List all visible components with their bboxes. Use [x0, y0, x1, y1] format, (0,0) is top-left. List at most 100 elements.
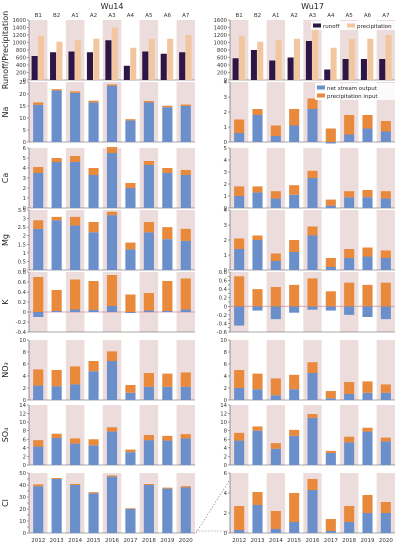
y-tick-label: 4 — [224, 374, 228, 380]
bar-net-stream-output — [289, 389, 300, 400]
bar-runoff — [342, 59, 349, 80]
bar-net-stream-output — [51, 386, 62, 400]
bar-net-stream-output — [362, 306, 373, 317]
bar-net-stream-output — [380, 258, 391, 270]
season-label: A1 — [272, 13, 279, 19]
bar-net-stream-output — [362, 513, 373, 533]
bar-precipitation-input — [70, 438, 81, 444]
season-label: B1 — [35, 13, 42, 19]
bar-net-stream-output — [51, 311, 62, 312]
bar-net-stream-output — [70, 92, 81, 142]
bar-net-stream-output — [252, 192, 263, 208]
y-tick-label: 3.5 — [18, 208, 26, 214]
y-tick-label: 0 — [224, 304, 228, 310]
y-tick-label: 2 — [23, 454, 26, 460]
bar-runoff — [105, 40, 112, 80]
bar-net-stream-output — [162, 239, 173, 270]
y-tick-label: 5 — [23, 156, 26, 162]
y-tick-label: 1200 — [13, 33, 27, 39]
bar-runoff — [250, 50, 257, 80]
bar-net-stream-output — [380, 392, 391, 400]
bar-precipitation-input — [125, 294, 136, 312]
panel-4-0: -0.4 -0.2 0 0.2 0.4 0.6 0.8 — [16, 270, 195, 336]
bar-net-stream-output — [180, 175, 191, 208]
bar-net-stream-output — [344, 258, 355, 270]
bar-precipitation-input — [106, 275, 118, 306]
y-tick-label: 0 — [23, 140, 27, 146]
bar-net-stream-output — [51, 479, 62, 533]
y-tick-label: 3 — [224, 223, 227, 229]
bar-net-stream-output — [325, 267, 336, 270]
scale-connector-line — [195, 480, 230, 534]
bar-precipitation-input — [125, 119, 136, 121]
y-tick-label: 4 — [23, 374, 27, 380]
bar-precipitation-input — [234, 186, 245, 196]
bar-precipitation-input — [380, 384, 391, 393]
bar-net-stream-output — [234, 306, 245, 326]
bar-net-stream-output — [270, 306, 281, 320]
year-label: 2013 — [50, 538, 64, 544]
y-tick-label: 4 — [224, 208, 228, 214]
bar-precipitation-input — [143, 161, 154, 165]
bar-precipitation-input — [162, 373, 173, 387]
bar-net-stream-output — [307, 306, 318, 310]
bar-precipitation-input — [380, 191, 391, 199]
bar-precipitation-input — [88, 281, 99, 310]
bar-precipitation — [367, 38, 374, 80]
y-tick-label: 0 — [224, 531, 228, 537]
bar-net-stream-output — [180, 386, 191, 400]
bar-precipitation-input — [252, 289, 263, 307]
bar-precipitation-input — [70, 156, 81, 162]
y-tick-label: 3 — [23, 176, 26, 182]
bar-precipitation — [74, 40, 81, 80]
bar-net-stream-output — [344, 442, 355, 465]
bar-precipitation-input — [88, 492, 99, 494]
bar-net-stream-output — [270, 136, 281, 142]
bar-net-stream-output — [51, 90, 62, 142]
bar-net-stream-output — [162, 386, 173, 400]
bar-net-stream-output — [325, 205, 336, 208]
y-tick-label: 1600 — [13, 18, 27, 24]
y-tick-label: 0 — [23, 531, 27, 537]
season-label: A3 — [108, 13, 116, 19]
bar-precipitation-input — [143, 293, 154, 311]
panel-3-0: 0 0.5 1 1.5 2 2.5 3 3.5 — [18, 208, 195, 274]
y-tick-label: 12 — [19, 412, 26, 418]
bar-precipitation-input — [307, 98, 318, 109]
bar-net-stream-output — [380, 131, 391, 142]
bar-precipitation-input — [270, 378, 281, 396]
bar-precipitation-input — [234, 370, 245, 388]
row-label-7: Cl — [1, 499, 10, 507]
bar-precipitation-input — [380, 502, 391, 513]
y-tick-label: 2.5 — [18, 225, 26, 231]
bar-net-stream-output — [234, 440, 245, 465]
y-tick-label: 20 — [19, 92, 26, 98]
bar-precipitation-input — [380, 121, 391, 132]
bar-net-stream-output — [70, 485, 81, 533]
bar-precipitation-input — [270, 511, 281, 529]
y-tick-label: 1 — [224, 253, 227, 259]
bar-precipitation-input — [325, 291, 336, 307]
bar-precipitation-input — [380, 282, 391, 307]
bar-precipitation — [257, 41, 264, 80]
bar-precipitation-input — [362, 190, 373, 198]
legend-label-net-stream-output: net stream output — [327, 86, 378, 92]
bar-precipitation-input — [289, 109, 300, 126]
bar-net-stream-output — [380, 441, 391, 465]
y-tick-label: 3 — [23, 217, 26, 223]
bar-net-stream-output — [162, 440, 173, 465]
y-tick-label: 2 — [224, 238, 227, 244]
bar-precipitation-input — [51, 89, 62, 91]
bar-precipitation-input — [344, 249, 355, 258]
y-tick-label: 0 — [224, 398, 228, 404]
y-tick-label: 30 — [19, 495, 26, 501]
bar-net-stream-output — [362, 197, 373, 208]
bar-net-stream-output — [33, 486, 44, 533]
bar-net-stream-output — [70, 225, 81, 270]
bar-net-stream-output — [289, 252, 300, 270]
bar-net-stream-output — [380, 198, 391, 208]
bar-net-stream-output — [180, 309, 191, 312]
y-tick-label: 6 — [23, 146, 27, 152]
bar-net-stream-output — [234, 249, 245, 270]
